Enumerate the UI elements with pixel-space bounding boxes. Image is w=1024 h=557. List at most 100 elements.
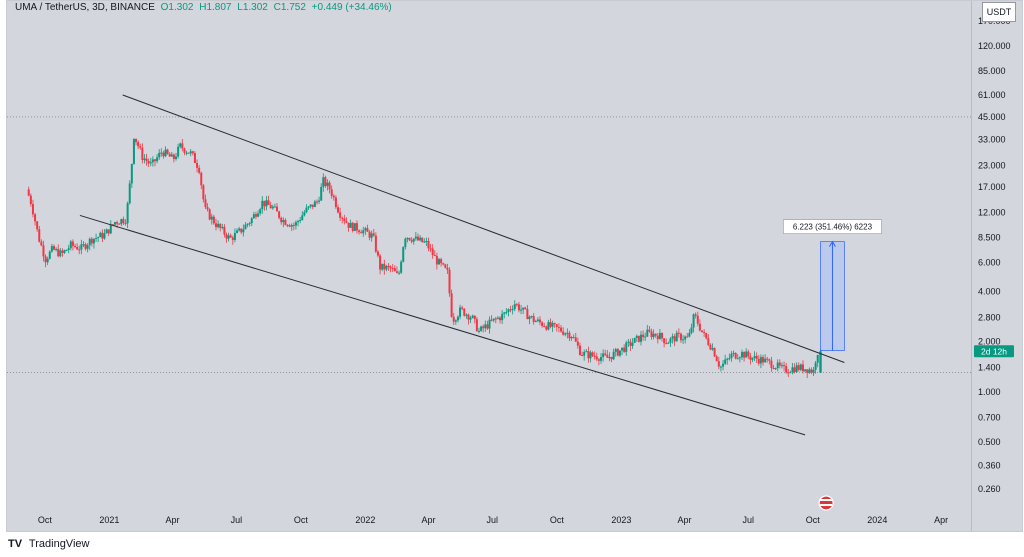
y-tick-label: 33.000	[978, 134, 1006, 144]
candle-body	[284, 220, 287, 225]
candle-body	[57, 248, 60, 257]
time-axis[interactable]: Oct 2021 Apr Jul Oct 2022 Apr Jul Oct 2023 Apr Jul O…	[38, 495, 948, 525]
candle-body	[528, 316, 531, 320]
price-chart-svg[interactable]: 6.223 (351.46%) 6223 Oct 2021 Apr Jul Oct 202…	[7, 1, 1022, 531]
us-flag-stripe-icon	[820, 504, 833, 506]
candle-body	[780, 365, 783, 367]
candle-body	[503, 312, 506, 314]
x-tick-label: Apr	[166, 515, 180, 525]
candle-body	[650, 331, 653, 337]
candle-body	[593, 355, 596, 357]
candle-body	[111, 224, 114, 226]
candle-body	[463, 308, 466, 316]
y-tick-label: 12.000	[978, 207, 1006, 217]
x-tick-label: Jul	[487, 515, 499, 525]
y-tick-label: 17.000	[978, 182, 1006, 192]
candle-body	[50, 246, 53, 252]
candle-body	[130, 163, 133, 184]
symbol-label[interactable]: UMA / TetherUS, 3D, BINANCE	[15, 2, 155, 13]
candle-body	[566, 332, 569, 334]
chart-panel[interactable]: 6.223 (351.46%) 6223 Oct 2021 Apr Jul Oct 202…	[6, 0, 1023, 532]
drawings[interactable]: 6.223 (351.46%) 6223	[79, 94, 882, 436]
candle-body	[233, 232, 236, 240]
candle-body	[547, 322, 550, 330]
y-tick-label: 85.000	[978, 66, 1006, 76]
candle-body	[196, 162, 199, 168]
candle-body	[124, 222, 127, 224]
candle-body	[522, 307, 525, 310]
x-tick-label: 2021	[99, 515, 119, 525]
candle-body	[267, 200, 270, 205]
candle-body	[204, 199, 207, 208]
x-tick-label: 2024	[867, 515, 887, 525]
candle-body	[692, 314, 695, 328]
candle-body	[103, 233, 106, 239]
candle-body	[360, 232, 363, 234]
candle-body	[307, 206, 310, 208]
upper-channel-line	[122, 94, 845, 363]
close-value: C1.752	[273, 2, 306, 13]
candle-body	[214, 223, 217, 228]
candle-body	[745, 351, 748, 358]
candle-body	[139, 146, 142, 148]
candle-body	[286, 224, 289, 226]
current-price-countdown: 2d 12h	[981, 346, 1007, 356]
y-tick-label: 8.500	[978, 232, 1001, 242]
candle-body	[595, 356, 598, 360]
candle-body	[65, 249, 68, 251]
candle-body	[583, 351, 586, 356]
candle-body	[530, 316, 533, 318]
candle-body	[99, 232, 102, 238]
candle-body	[391, 268, 394, 270]
x-tick-label: Apr	[677, 515, 691, 525]
candle-body	[454, 320, 457, 322]
candle-body	[755, 355, 758, 359]
candle-body	[715, 356, 718, 362]
candle-body	[160, 152, 163, 154]
brand-name: TradingView	[28, 538, 90, 550]
candle-body	[501, 313, 504, 321]
candle-body	[341, 217, 344, 219]
candle-body	[206, 207, 209, 210]
candle-body	[355, 223, 358, 231]
candle-body	[652, 333, 655, 337]
candle-body	[210, 216, 213, 220]
candle-body	[669, 338, 672, 343]
candle-body	[273, 206, 276, 208]
candle-body	[677, 332, 680, 334]
candle-body	[749, 356, 752, 360]
candle-body	[31, 204, 34, 215]
x-tick-label: Apr	[934, 515, 948, 525]
candle-body	[719, 366, 722, 368]
candle-body	[303, 212, 306, 216]
candle-body	[534, 321, 537, 323]
quote-currency-button[interactable]: USDT	[982, 2, 1016, 22]
candle-body	[740, 352, 743, 358]
candle-body	[82, 244, 85, 246]
candle-body	[673, 336, 676, 342]
candle-body	[606, 354, 609, 358]
y-tick-label: 4.000	[978, 287, 1001, 297]
candle-body	[627, 341, 630, 343]
candle-body	[467, 314, 470, 320]
candle-body	[431, 248, 434, 256]
x-tick-label: Jul	[743, 515, 755, 525]
candle-body	[440, 259, 443, 264]
candle-body	[633, 337, 636, 343]
candle-body	[250, 218, 253, 224]
candle-body	[488, 319, 491, 329]
candle-body	[446, 267, 449, 270]
candle-body	[538, 319, 541, 323]
candle-body	[107, 229, 110, 234]
us-flag-icon	[818, 495, 834, 511]
candle-body	[88, 238, 91, 246]
candle-body	[456, 316, 459, 321]
candle-body	[364, 228, 367, 231]
candle-body	[572, 337, 575, 339]
candle-body	[299, 220, 302, 222]
candle-body	[193, 153, 196, 163]
price-axis[interactable]: 170.000120.00085.00061.00045.00033.00023…	[971, 1, 1022, 531]
candle-body	[27, 189, 30, 196]
candle-body	[551, 323, 554, 327]
candle-body	[74, 245, 77, 247]
